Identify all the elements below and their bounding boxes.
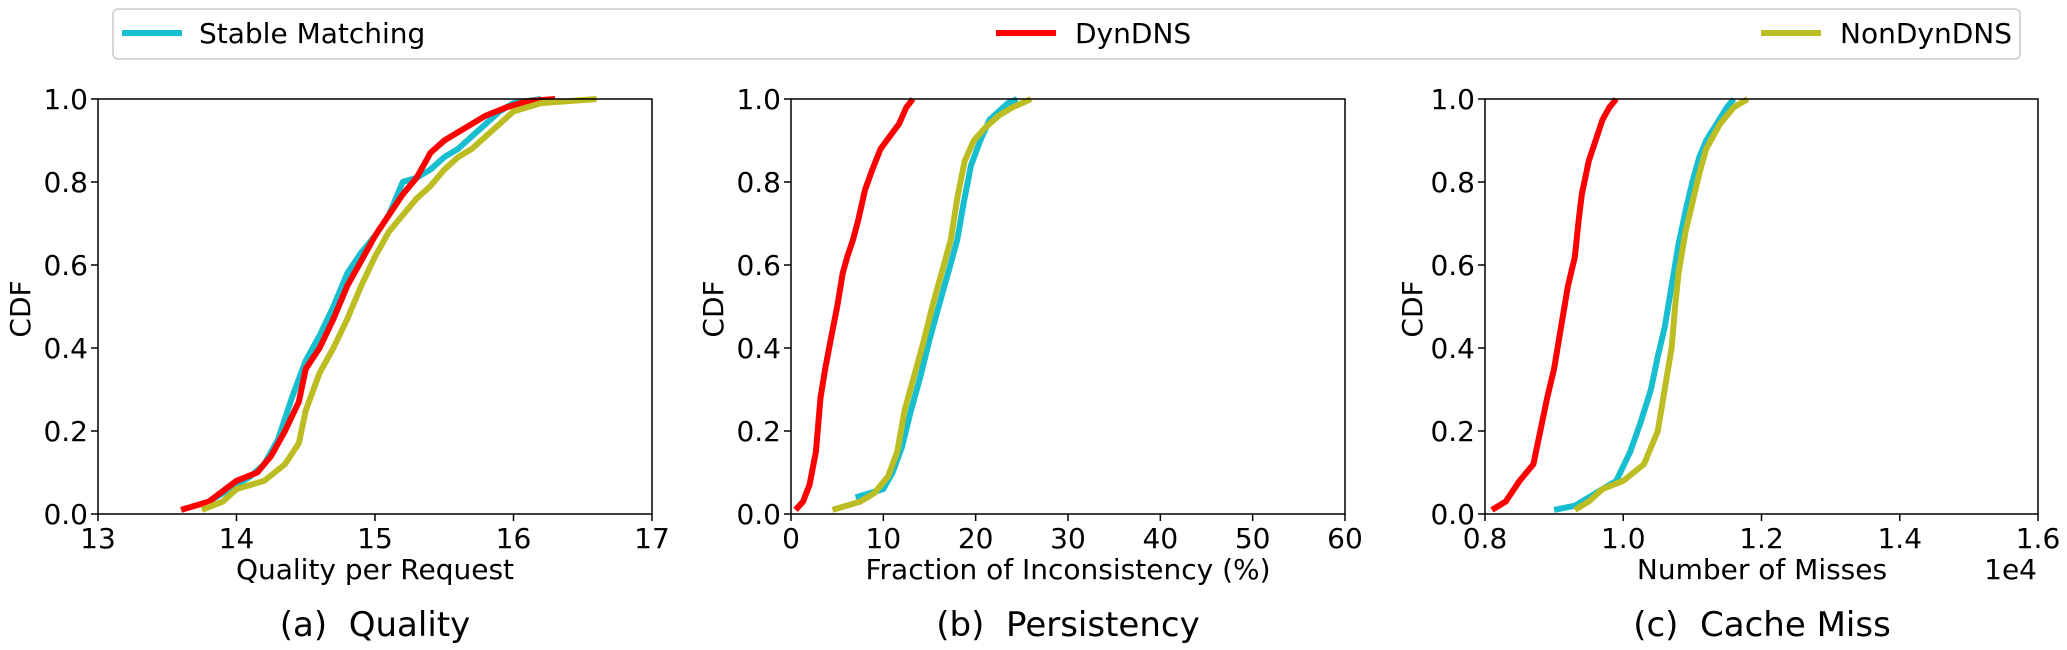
caption-cache-miss: (c) Cache Miss — [1633, 605, 1891, 645]
panel-quality: 13 14 15 16 17 0.0 0.2 0.4 0.6 0.8 1.0 CDF Quality… — [4, 83, 670, 645]
plot-area-persistency: 0 10 20 30 40 50 60 0.0 0.2 0.4 0.6 0.8 1.0 — [736, 83, 1362, 555]
y-tick-label: 0.2 — [1430, 415, 1475, 448]
y-tick-label: 0.6 — [1430, 249, 1475, 282]
axes-frame-cache-miss — [1484, 98, 2039, 515]
x-tick-label: 16 — [496, 522, 532, 555]
plot-area-cache-miss: 0.8 1.0 1.2 1.4 1.6 0.0 0.2 0.4 0.6 0.8 1.0 — [1430, 83, 2060, 555]
series-line-stable-matching-quality — [207, 96, 542, 505]
series-line-dyndns-cache-miss — [1490, 97, 1619, 513]
series-line-dyndns-persistency — [793, 97, 916, 512]
y-tick-label: 0.8 — [43, 166, 88, 199]
legend-label-dyndns: DynDNS — [1075, 17, 1191, 50]
legend-label-stable-matching: Stable Matching — [199, 17, 425, 50]
series-line-dyndns-quality — [180, 96, 556, 513]
y-tick-label: 0.6 — [43, 249, 88, 282]
xlabel-persistency: Fraction of Inconsistency (%) — [865, 553, 1270, 586]
x-tick-label: 14 — [219, 522, 255, 555]
series-line-stable-matching-cache-miss — [1553, 97, 1737, 513]
x-tick-label: 10 — [866, 522, 902, 555]
y-tick-label: 0.0 — [43, 498, 88, 531]
x-tick-label: 0.8 — [1463, 522, 1508, 555]
x-tick-label: 40 — [1143, 522, 1179, 555]
ylabel-quality: CDF — [4, 280, 37, 337]
legend-label-nondyndns: NonDynDNS — [1840, 17, 2012, 50]
y-tick-label: 0.8 — [736, 166, 781, 199]
xlabel-quality: Quality per Request — [236, 553, 514, 586]
ylabel-cache-miss: CDF — [1396, 280, 1429, 337]
legend: Stable Matching DynDNS NonDynDNS — [112, 8, 2021, 60]
x-tick-label: 0 — [782, 522, 800, 555]
ylabel-persistency: CDF — [697, 280, 730, 337]
x-tick-label: 1.4 — [1877, 522, 1922, 555]
offset-label-cache-miss: 1e4 — [1984, 553, 2037, 586]
y-tick-label: 1.0 — [736, 83, 781, 116]
y-tick-label: 0.4 — [1430, 332, 1475, 365]
y-tick-label: 1.0 — [1430, 83, 1475, 116]
x-tick-label: 15 — [357, 522, 393, 555]
y-tick-label: 0.6 — [736, 249, 781, 282]
plot-area-quality: 13 14 15 16 17 0.0 0.2 0.4 0.6 0.8 1.0 — [43, 83, 669, 555]
xlabel-cache-miss: Number of Misses — [1637, 553, 1887, 586]
y-tick-label: 0.4 — [736, 332, 781, 365]
y-tick-label: 1.0 — [43, 83, 88, 116]
y-tick-label: 0.2 — [43, 415, 88, 448]
axes-frame-quality — [97, 98, 653, 515]
x-tick-label: 1.6 — [2016, 522, 2061, 555]
panel-cache-miss: 0.8 1.0 1.2 1.4 1.6 0.0 0.2 0.4 0.6 0.8 1.0 CDF Nu… — [1396, 83, 2060, 645]
series-line-nondyndns-cache-miss — [1573, 96, 1750, 513]
x-tick-label: 1.0 — [1601, 522, 1646, 555]
x-tick-label: 30 — [1050, 522, 1086, 555]
panel-persistency: 0 10 20 30 40 50 60 0.0 0.2 0.4 0.6 0.8 1.0 CDF Frac… — [697, 83, 1363, 645]
x-tick-label: 20 — [958, 522, 994, 555]
series-line-nondyndns-quality — [200, 96, 597, 513]
y-tick-label: 0.4 — [43, 332, 88, 365]
x-tick-label: 13 — [80, 522, 116, 555]
x-tick-label: 17 — [634, 522, 670, 555]
y-tick-label: 0.0 — [736, 498, 781, 531]
caption-persistency: (b) Persistency — [936, 605, 1199, 645]
x-tick-label: 60 — [1327, 522, 1363, 555]
y-tick-label: 0.0 — [1430, 498, 1475, 531]
y-tick-label: 0.8 — [1430, 166, 1475, 199]
x-tick-label: 1.2 — [1739, 522, 1784, 555]
series-line-nondyndns-persistency — [831, 96, 1033, 513]
legend-frame — [112, 8, 2021, 60]
caption-quality: (a) Quality — [280, 605, 470, 645]
x-tick-label: 50 — [1235, 522, 1271, 555]
y-tick-label: 0.2 — [736, 415, 781, 448]
